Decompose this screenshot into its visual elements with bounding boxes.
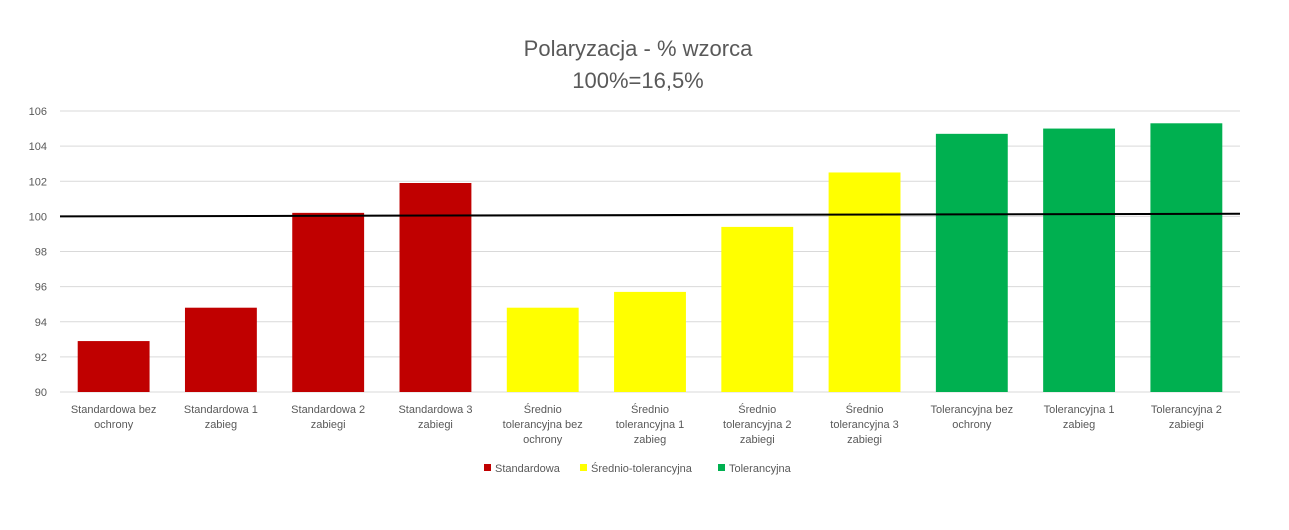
x-tick-label: Tolerancyjna 1 zabieg xyxy=(1044,404,1115,431)
legend-label: Tolerancyjna xyxy=(729,463,792,475)
legend-label: Średnio-tolerancyjna xyxy=(591,462,693,475)
legend-swatch xyxy=(484,464,491,471)
x-tick-label: Średnio tolerancyjna 2 zabiegi xyxy=(723,403,792,446)
x-tick-label: Tolerancyjna 2 zabiegi xyxy=(1151,404,1222,431)
reference-line xyxy=(59,212,1241,218)
y-tick-label: 96 xyxy=(35,282,47,294)
reference-line-group xyxy=(59,212,1241,218)
bars xyxy=(77,123,1223,393)
legend-label: Standardowa xyxy=(495,463,561,475)
bar xyxy=(721,226,794,392)
x-tick-label: Średnio tolerancyjna 1 zabieg xyxy=(616,403,685,446)
bar xyxy=(184,307,257,392)
y-tick-label: 106 xyxy=(29,106,47,118)
bar xyxy=(828,172,901,392)
bar xyxy=(614,291,686,392)
x-tick-label: Standardowa 2 zabiegi xyxy=(291,404,365,431)
y-tick-label: 90 xyxy=(35,387,47,399)
chart-title: Polaryzacja - % wzorca xyxy=(524,36,753,61)
bar xyxy=(1043,128,1116,392)
x-axis-labels: Standardowa bez ochrony Standardowa 1 zabie… xyxy=(71,403,1222,446)
bar xyxy=(292,212,365,392)
y-axis-ticks: 90 92 94 96 98 100 102 104 106 xyxy=(29,106,47,399)
y-tick-label: 98 xyxy=(35,247,47,259)
bar xyxy=(506,307,579,392)
y-tick-label: 104 xyxy=(29,141,47,153)
chart-subtitle: 100%=16,5% xyxy=(572,68,704,93)
y-tick-label: 100 xyxy=(29,211,47,223)
x-tick-label: Standardowa 3 zabiegi xyxy=(398,404,472,431)
x-tick-label: Standardowa 1 zabieg xyxy=(184,404,258,431)
legend-swatch xyxy=(718,464,725,471)
x-tick-label: Średnio tolerancyjna 3 zabiegi xyxy=(830,403,899,446)
bar xyxy=(77,341,150,392)
y-tick-label: 92 xyxy=(35,352,47,364)
legend-swatch xyxy=(580,464,587,471)
x-tick-label: Standardowa bez ochrony xyxy=(71,404,157,431)
y-tick-label: 102 xyxy=(29,176,47,188)
bar xyxy=(935,133,1008,393)
x-tick-label: Średnio tolerancyjna bez ochrony xyxy=(503,403,583,446)
bar xyxy=(1150,123,1223,392)
bar xyxy=(399,183,472,392)
y-tick-label: 94 xyxy=(35,317,47,329)
legend: Standardowa Średnio-tolerancyjna Tolerancy… xyxy=(484,462,792,475)
x-tick-label: Tolerancyjna bez ochrony xyxy=(931,404,1014,431)
